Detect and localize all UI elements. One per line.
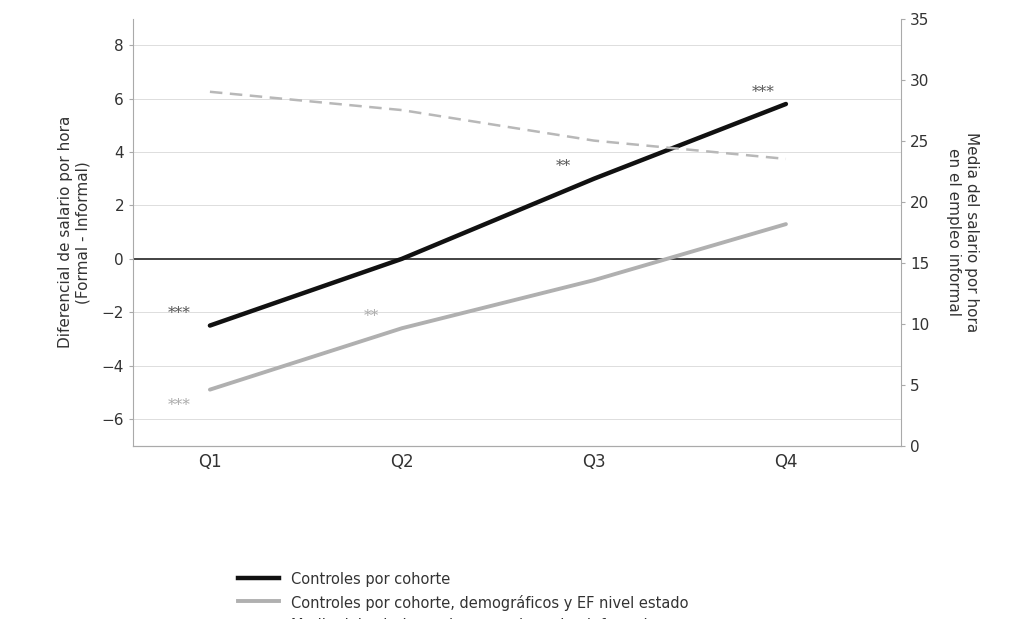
Line: Controles por cohorte: Controles por cohorte [210,104,786,326]
Media del salario por hora en el empleo informal [204,88,216,95]
Media del salario por hora en el empleo informal [780,155,793,163]
Controles por cohorte [204,322,216,329]
Line: Controles por cohorte, demográficos y EF nivel estado: Controles por cohorte, demográficos y EF… [210,224,786,389]
Line: Media del salario por hora en el empleo informal: Media del salario por hora en el empleo … [210,92,786,159]
Text: ***: *** [752,85,774,98]
Controles por cohorte [780,100,793,108]
Controles por cohorte, demográficos y EF nivel estado [396,324,409,332]
Controles por cohorte [588,175,600,183]
Controles por cohorte [396,255,409,262]
Legend: Controles por cohorte, Controles por cohorte, demográficos y EF nivel estado, Me: Controles por cohorte, Controles por coh… [232,566,694,619]
Controles por cohorte, demográficos y EF nivel estado [588,277,600,284]
Y-axis label: Media del salario por hora
en el empleo informal: Media del salario por hora en el empleo … [946,132,979,332]
Text: **: ** [556,160,570,173]
Controles por cohorte, demográficos y EF nivel estado [780,220,793,228]
Y-axis label: Diferencial de salario por hora
(Formal - Informal): Diferencial de salario por hora (Formal … [58,116,90,348]
Controles por cohorte, demográficos y EF nivel estado [204,386,216,393]
Media del salario por hora en el empleo informal [396,106,409,114]
Text: ***: *** [168,306,190,320]
Media del salario por hora en el empleo informal [588,137,600,144]
Text: ***: *** [168,398,190,412]
Text: **: ** [364,309,379,323]
